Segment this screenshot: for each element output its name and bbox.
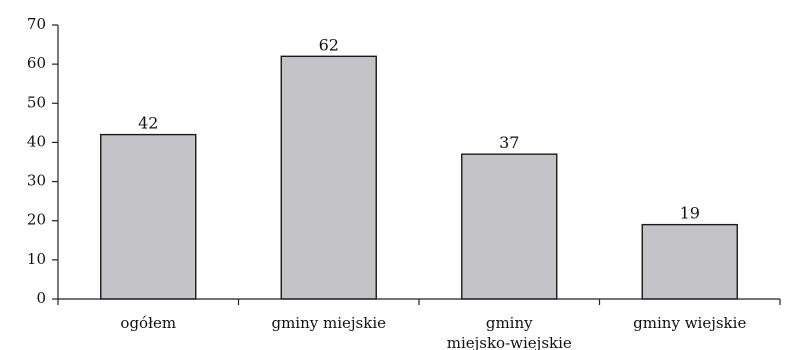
bar [461,153,558,300]
x-tick-label-line: miejsko-wiejskie [447,334,572,350]
bars-layer [100,55,738,300]
x-tick-label: gminy miejskie [271,314,386,332]
x-ticks [57,299,781,305]
data-label: 42 [138,114,158,133]
x-tick-label-line: ogółem [120,314,176,332]
data-label: 37 [499,133,519,152]
bar [100,133,197,300]
data-label: 19 [680,204,700,223]
y-tick-label: 60 [27,54,46,72]
x-tick-label-line: gminy [486,314,533,332]
data-label: 62 [319,35,339,54]
y-tick-label: 50 [27,93,46,111]
y-tick-label: 40 [27,132,46,150]
data-labels: 42 ogółem 62 gminy miejskie 37 gminy miejsko-w… [120,35,746,350]
y-tick-label: 10 [27,250,46,268]
bar [280,55,377,300]
y-tick-label: 20 [27,211,46,229]
y-tick-label: 30 [27,172,46,190]
x-tick-label: ogółem [120,314,176,332]
y-ticks: 0 10 20 30 40 50 60 70 [27,15,58,307]
bar [641,223,738,300]
x-tick-label-line: gminy miejskie [271,314,386,332]
x-tick-label-line: gminy wiejskie [633,314,746,332]
y-tick-label: 0 [36,289,46,307]
x-tick-label: gminy wiejskie [633,314,746,332]
x-tick-label: gminy miejsko-wiejskie [447,314,572,350]
y-tick-label: 70 [27,15,46,33]
